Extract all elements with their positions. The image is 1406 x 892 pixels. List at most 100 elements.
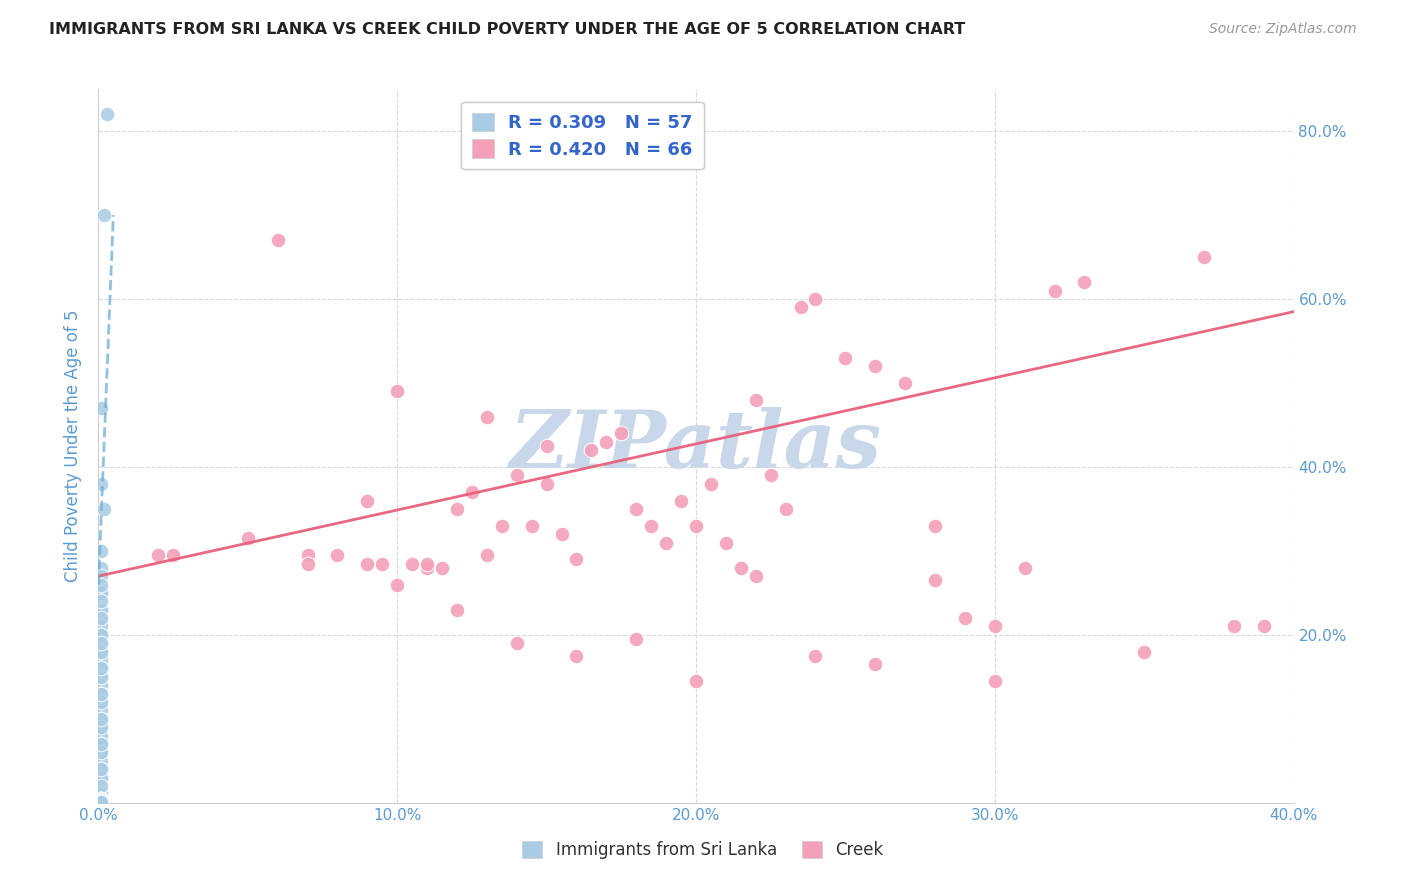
Point — [90, 729, 112, 743]
Point — [90, 636, 112, 650]
Point — [90, 670, 112, 684]
Point — [565, 648, 588, 663]
Point — [90, 560, 112, 574]
Point — [90, 586, 112, 600]
Point — [162, 548, 184, 562]
Point — [730, 560, 752, 574]
Point — [894, 376, 917, 390]
Point — [90, 678, 112, 692]
Point — [446, 603, 468, 617]
Point — [90, 793, 112, 807]
Point — [804, 292, 827, 306]
Point — [90, 795, 112, 809]
Point — [93, 502, 115, 516]
Point — [1192, 250, 1215, 264]
Point — [90, 544, 112, 558]
Point — [90, 670, 112, 684]
Point — [90, 628, 112, 642]
Point — [685, 518, 707, 533]
Point — [90, 791, 112, 805]
Point — [446, 502, 468, 516]
Point — [626, 502, 648, 516]
Point — [90, 762, 112, 776]
Legend: Immigrants from Sri Lanka, Creek: Immigrants from Sri Lanka, Creek — [516, 834, 890, 866]
Point — [90, 687, 112, 701]
Point — [90, 628, 112, 642]
Point — [90, 791, 112, 805]
Point — [90, 569, 112, 583]
Point — [90, 687, 112, 701]
Point — [834, 351, 856, 365]
Point — [90, 703, 112, 717]
Point — [745, 392, 768, 407]
Text: ZIPatlas: ZIPatlas — [510, 408, 882, 484]
Point — [90, 720, 112, 734]
Point — [90, 720, 112, 734]
Point — [90, 712, 112, 726]
Point — [90, 795, 112, 809]
Point — [90, 619, 112, 633]
Point — [1223, 619, 1246, 633]
Point — [90, 788, 112, 802]
Point — [759, 468, 782, 483]
Point — [236, 532, 259, 546]
Point — [610, 426, 633, 441]
Point — [475, 548, 498, 562]
Point — [804, 648, 827, 663]
Point — [90, 746, 112, 760]
Point — [506, 636, 529, 650]
Legend: R = 0.309   N = 57, R = 0.420   N = 66: R = 0.309 N = 57, R = 0.420 N = 66 — [461, 102, 703, 169]
Point — [475, 409, 498, 424]
Point — [90, 712, 112, 726]
Point — [685, 674, 707, 689]
Point — [924, 574, 946, 588]
Point — [640, 518, 662, 533]
Point — [401, 557, 423, 571]
Point — [90, 737, 112, 751]
Text: Source: ZipAtlas.com: Source: ZipAtlas.com — [1209, 22, 1357, 37]
Point — [148, 548, 170, 562]
Point — [416, 560, 439, 574]
Point — [90, 636, 112, 650]
Point — [581, 443, 603, 458]
Point — [984, 619, 1007, 633]
Point — [491, 518, 513, 533]
Point — [90, 603, 112, 617]
Point — [90, 645, 112, 659]
Y-axis label: Child Poverty Under the Age of 5: Child Poverty Under the Age of 5 — [65, 310, 83, 582]
Point — [90, 586, 112, 600]
Point — [385, 384, 409, 399]
Point — [297, 557, 319, 571]
Point — [90, 792, 112, 806]
Point — [90, 746, 112, 760]
Point — [90, 695, 112, 709]
Point — [865, 657, 887, 672]
Point — [90, 611, 112, 625]
Point — [90, 401, 112, 416]
Point — [775, 502, 797, 516]
Text: IMMIGRANTS FROM SRI LANKA VS CREEK CHILD POVERTY UNDER THE AGE OF 5 CORRELATION : IMMIGRANTS FROM SRI LANKA VS CREEK CHILD… — [49, 22, 966, 37]
Point — [1253, 619, 1275, 633]
Point — [700, 476, 723, 491]
Point — [984, 674, 1007, 689]
Point — [714, 535, 737, 549]
Point — [90, 794, 112, 808]
Point — [865, 359, 887, 374]
Point — [385, 577, 409, 591]
Point — [669, 493, 692, 508]
Point — [356, 557, 378, 571]
Point — [356, 493, 378, 508]
Point — [536, 476, 558, 491]
Point — [90, 661, 112, 675]
Point — [90, 611, 112, 625]
Point — [90, 645, 112, 659]
Point — [90, 737, 112, 751]
Point — [90, 754, 112, 768]
Point — [96, 107, 118, 121]
Point — [90, 594, 112, 608]
Point — [430, 560, 453, 574]
Point — [416, 557, 439, 571]
Point — [297, 548, 319, 562]
Point — [789, 301, 811, 315]
Point — [626, 632, 648, 646]
